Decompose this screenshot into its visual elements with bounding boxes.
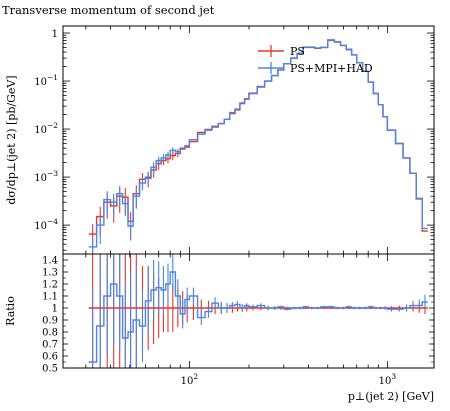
x-tick-label: 102 [181,372,199,387]
chart-title: Transverse momentum of second jet [2,3,215,17]
ratio-plot-frame [62,253,435,369]
main-plot-layer: 1 10−1 10−2 10−3 10−4 dσ/dp⊥(jet 2) [pb/GeV] P… [5,25,435,255]
y-tick-label: 10−4 [34,217,58,232]
ratio-y-tick-label: 1.2 [42,280,58,291]
main-data-group [88,39,428,254]
y-axis-label: dσ/dp⊥(jet 2) [pb/GeV] [5,75,18,204]
y-tick-label: 10−1 [34,73,58,88]
x-axis-label: p⊥(jet 2) [GeV] [348,390,434,403]
series-line-ps [88,39,428,235]
ratio-y-axis-label: Ratio [4,296,17,326]
ratio-y-tick-label: 0.8 [42,328,58,339]
ratio-y-tick-label: 0.5 [42,364,58,375]
legend-label-ps: PS [290,45,305,58]
ratio-y-tick-label: 1 [52,304,58,315]
y-tick-label: 1 [52,29,58,40]
main-plot-frame [62,25,435,255]
series-line-ps-mpi-had [88,39,428,248]
ratio-y-tick-label: 0.7 [42,340,58,351]
legend: PS PS+MPI+HAD [258,45,373,75]
ratio-line-ps-mpi-had [88,271,428,363]
ratio-y-tick-label: 0.6 [42,352,58,363]
ratio-data-group [88,254,428,368]
legend-label-ps-mpi-had: PS+MPI+HAD [290,62,373,75]
ratio-y-tick-label: 0.9 [42,316,58,327]
y-tick-label: 10−3 [34,169,58,184]
x-tick-label: 103 [379,372,397,387]
ratio-plot-layer: 0.50.60.70.80.911.11.21.31.4 102 103 p⊥(jet… [42,253,435,403]
ratio-y-tick-label: 1.3 [42,268,58,279]
y-tick-label: 10−2 [34,121,58,136]
ratio-y-tick-label: 1.1 [42,292,58,303]
ratio-y-tick-label: 1.4 [42,256,58,267]
